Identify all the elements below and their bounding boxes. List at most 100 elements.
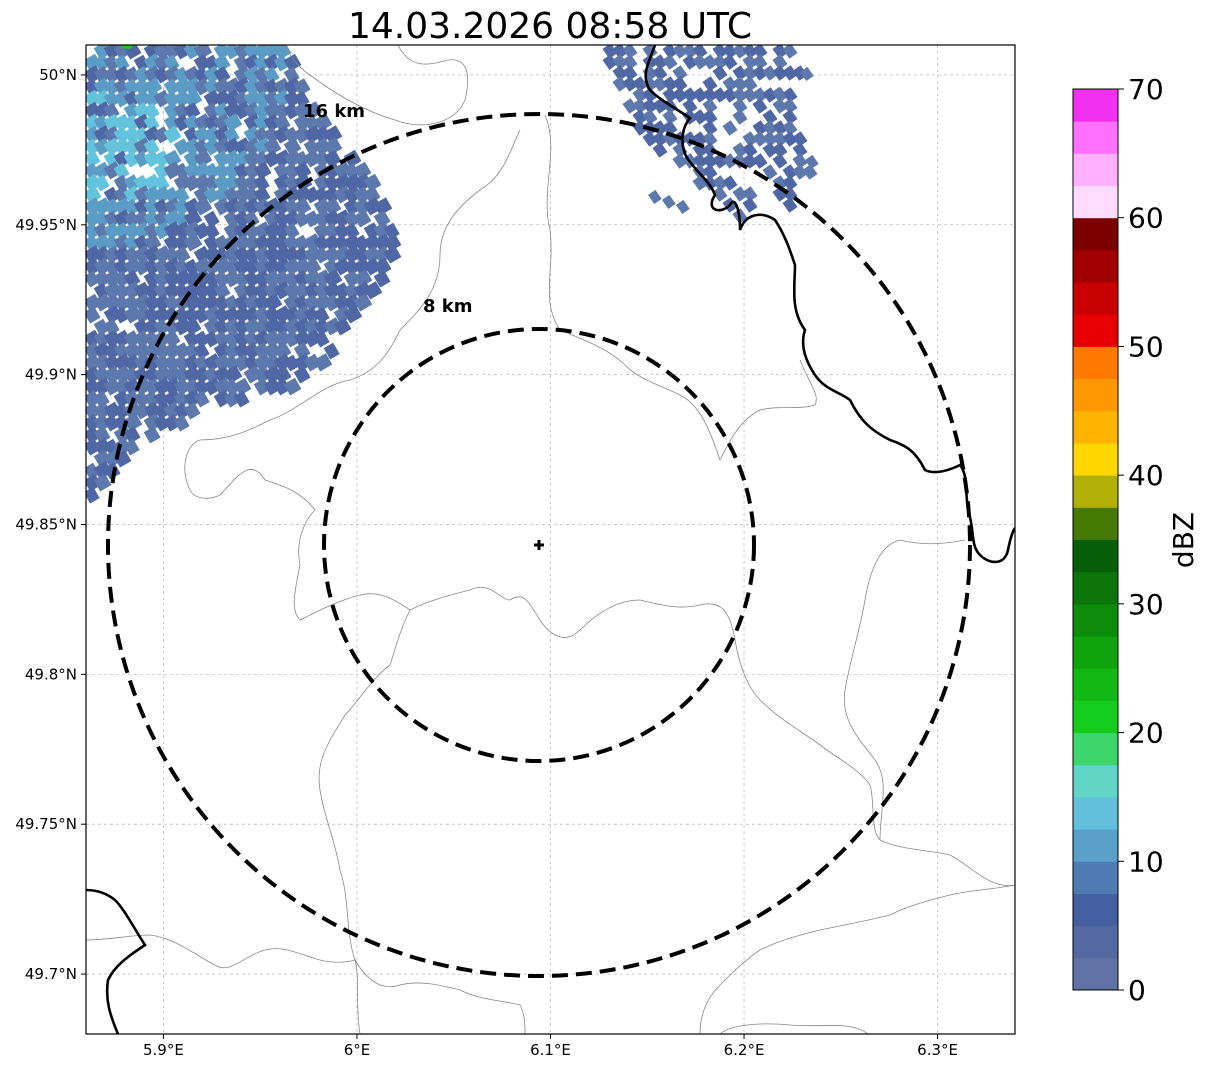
- echo-cell: [692, 175, 708, 191]
- echo-cell: [183, 342, 200, 360]
- echo-cell: [143, 233, 162, 252]
- lat-tick-label: 49.95°N: [15, 216, 77, 234]
- echo-cell: [233, 197, 252, 216]
- echo-cell: [805, 154, 819, 170]
- echo-cell: [303, 353, 322, 372]
- echo-cell: [752, 98, 768, 114]
- echo-cell: [712, 186, 728, 202]
- echo-cell: [133, 113, 152, 132]
- echo-cell: [233, 342, 251, 360]
- echo-cell: [243, 149, 262, 168]
- echo-cell: [283, 53, 302, 72]
- colorbar-segment: [1073, 925, 1118, 959]
- echo-cell: [103, 401, 122, 420]
- echo-cell: [213, 341, 232, 360]
- echo-cell: [662, 109, 678, 125]
- echo-cell: [163, 90, 180, 108]
- echo-cell: [123, 330, 141, 348]
- echo-cell: [642, 45, 658, 59]
- echo-cell: [163, 341, 182, 360]
- echo-cell: [93, 174, 110, 192]
- echo-cell: [662, 120, 678, 136]
- echo-cell: [652, 131, 668, 147]
- echo-cell: [193, 245, 212, 264]
- colorbar-segment: [1073, 153, 1118, 187]
- echo-cell: [762, 142, 778, 158]
- echo-cell: [113, 329, 132, 348]
- echo-cell: [682, 98, 698, 114]
- echo-cell: [143, 138, 160, 156]
- echo-cell: [263, 269, 282, 288]
- echo-cell: [123, 185, 142, 204]
- echo-cell: [712, 65, 728, 81]
- echo-cell: [632, 109, 648, 125]
- echo-cell: [183, 89, 203, 108]
- echo-cell: [113, 185, 132, 204]
- echo-cell: [792, 164, 808, 180]
- lat-tick-label: 49.75°N: [15, 815, 77, 833]
- echo-cell: [173, 114, 191, 132]
- echo-cell: [93, 449, 112, 468]
- colorbar-segment: [1073, 957, 1118, 991]
- echo-cell: [363, 257, 382, 276]
- echo-cell: [323, 294, 341, 312]
- echo-cell: [143, 173, 162, 192]
- echo-cell: [183, 137, 202, 156]
- echo-cell: [263, 377, 282, 396]
- echo-cell: [652, 76, 668, 92]
- echo-cell: [233, 270, 250, 288]
- echo-cell: [742, 45, 758, 59]
- echo-cell: [103, 66, 121, 84]
- range-rings: 8 km 16 km: [106, 101, 972, 978]
- echo-cell: [153, 318, 170, 336]
- echo-cell: [233, 353, 252, 372]
- echo-cell: [253, 161, 272, 180]
- echo-cell: [343, 233, 362, 252]
- echo-cell: [233, 390, 250, 408]
- echo-cell: [303, 317, 322, 336]
- lon-tick-label: 5.9°E: [143, 1041, 184, 1059]
- echo-cell: [343, 258, 360, 276]
- echo-cell: [193, 294, 211, 312]
- echo-cell: [772, 45, 788, 59]
- echo-cell: [123, 198, 140, 216]
- echo-cell: [772, 98, 788, 114]
- echo-cell: [103, 329, 122, 348]
- echo-cell: [782, 175, 798, 191]
- echo-cell: [263, 137, 282, 156]
- echo-cell: [143, 294, 161, 312]
- echo-cell: [193, 378, 210, 396]
- echo-cell: [363, 281, 383, 300]
- echo-cell: [213, 77, 232, 96]
- echo-cell: [243, 330, 260, 348]
- echo-cell: [353, 161, 372, 180]
- lat-tick-label: 49.85°N: [15, 516, 77, 534]
- admin-boundary-line: [719, 1023, 869, 1034]
- echo-cell: [86, 222, 100, 240]
- echo-cell: [702, 87, 718, 103]
- echo-cell: [243, 210, 260, 228]
- echo-cell: [243, 317, 262, 336]
- admin-boundary-line: [409, 586, 881, 841]
- colorbar-segment: [1073, 185, 1118, 219]
- echo-cell: [253, 329, 272, 348]
- echo-cell: [233, 149, 252, 168]
- echo-cell: [123, 78, 140, 96]
- echo-cell: [133, 89, 152, 108]
- echo-cell: [243, 293, 262, 312]
- echo-cell: [143, 377, 162, 396]
- echo-cell: [123, 102, 141, 120]
- echo-cell: [133, 281, 152, 300]
- echo-cell: [263, 209, 282, 228]
- echo-cell: [313, 174, 331, 192]
- echo-cell: [363, 173, 382, 192]
- echo-cell: [722, 175, 738, 191]
- echo-cell: [692, 109, 708, 125]
- echo-cell: [203, 113, 222, 132]
- echo-cell: [772, 186, 788, 202]
- echo-cell: [183, 209, 203, 228]
- colorbar-segment: [1073, 603, 1118, 637]
- echo-cell: [233, 318, 250, 336]
- echo-cell: [103, 113, 122, 132]
- echo-cell: [782, 65, 798, 81]
